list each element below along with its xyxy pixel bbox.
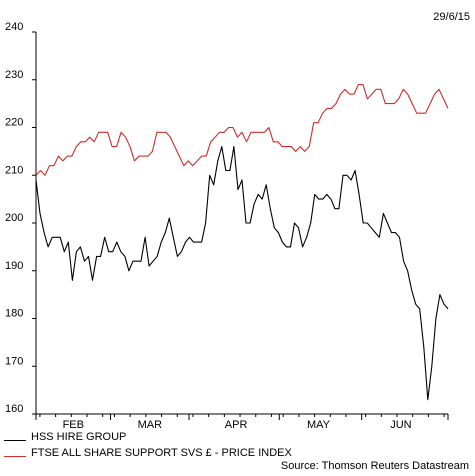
legend: HSS HIRE GROUP FTSE ALL SHARE SUPPORT SV… xyxy=(4,429,292,461)
x-tick-label: FEB xyxy=(63,419,84,430)
legend-label-hss: HSS HIRE GROUP xyxy=(31,431,127,443)
x-axis: FEB MAR APR MAY JUN xyxy=(35,413,449,430)
x-tick-label: MAR xyxy=(138,419,163,430)
y-tick-label: 160 xyxy=(5,403,23,415)
y-tick-label: 240 xyxy=(5,21,23,33)
series-line-hss xyxy=(35,146,449,401)
x-tick-label: MAY xyxy=(307,419,331,430)
y-tick-label: 170 xyxy=(5,355,23,367)
y-tick-label: 180 xyxy=(5,308,23,320)
source-credit: Source: Thomson Reuters Datastream xyxy=(280,460,469,472)
date-label: 29/6/15 xyxy=(433,11,470,23)
x-tick-label: JUN xyxy=(390,419,411,430)
legend-swatch-ftse xyxy=(4,455,26,457)
line-chart: 160 170 180 190 200 210 220 230 240 FEB MAR APR MAY… xyxy=(5,11,470,430)
series-line-ftse xyxy=(35,83,449,176)
legend-label-ftse: FTSE ALL SHARE SUPPORT SVS £ - PRICE IND… xyxy=(31,447,292,459)
legend-item-hss: HSS HIRE GROUP xyxy=(4,429,292,445)
legend-swatch-hss xyxy=(4,439,26,441)
legend-item-ftse: FTSE ALL SHARE SUPPORT SVS £ - PRICE IND… xyxy=(4,445,292,461)
y-tick-label: 210 xyxy=(5,164,23,176)
y-tick-label: 190 xyxy=(5,260,23,272)
y-tick-label: 230 xyxy=(5,69,23,81)
y-axis: 160 170 180 190 200 210 220 230 240 xyxy=(5,21,37,415)
y-tick-label: 200 xyxy=(5,212,23,224)
y-tick-label: 220 xyxy=(5,117,23,129)
x-tick-label: APR xyxy=(225,419,248,430)
series-lines xyxy=(35,83,449,401)
